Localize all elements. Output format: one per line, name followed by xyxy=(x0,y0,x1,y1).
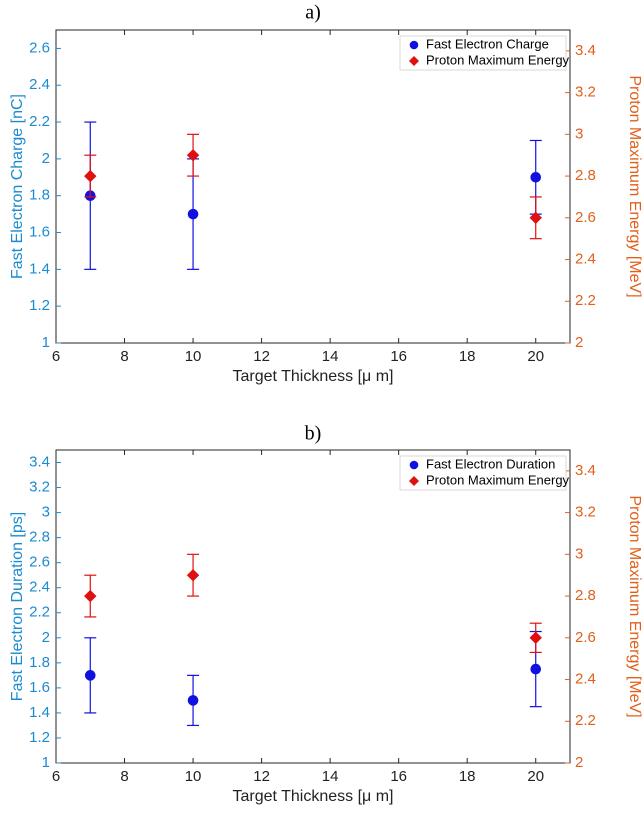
series-fast-electron xyxy=(84,121,542,270)
y-left-tick-label: 1.6 xyxy=(29,679,50,696)
x-tick-label: 16 xyxy=(390,768,407,785)
x-tick-label: 18 xyxy=(459,348,476,365)
x-tick-label: 12 xyxy=(253,348,270,365)
y-left-tick-label: 1.8 xyxy=(29,654,50,671)
y-right-tick-label: 3.4 xyxy=(575,42,596,59)
panel-label: b) xyxy=(305,423,322,445)
y-left-tick-label: 1 xyxy=(42,754,50,771)
y-right-tick-label: 2.4 xyxy=(575,671,596,688)
y-left-tick-label: 2 xyxy=(42,629,50,646)
legend-box xyxy=(399,35,567,71)
legend-marker-circle xyxy=(409,40,419,50)
legend-marker-circle xyxy=(409,460,419,470)
y-right-axis-label: Proton Maximum Energy [MeV] xyxy=(626,75,643,297)
y-right-tick-label: 3.2 xyxy=(575,84,596,101)
series-fast-electron xyxy=(84,630,542,727)
x-tick-label: 14 xyxy=(322,768,339,785)
y-left-tick-label: 1 xyxy=(42,334,50,351)
y-left-tick-label: 2.6 xyxy=(29,39,50,56)
panel-label: a) xyxy=(305,2,321,24)
legend-entry-label: Proton Maximum Energy xyxy=(426,52,570,67)
x-tick-label: 10 xyxy=(185,768,202,785)
y-left-tick-label: 1.8 xyxy=(29,187,50,204)
plot-frame xyxy=(55,449,571,764)
x-tick-label: 18 xyxy=(459,768,476,785)
data-point-circle xyxy=(187,695,199,706)
y-left-tick-label: 2.4 xyxy=(29,76,50,93)
data-point-circle xyxy=(530,663,542,675)
data-point-circle xyxy=(84,670,96,681)
x-tick-label: 12 xyxy=(253,768,270,785)
y-right-tick-label: 2.6 xyxy=(575,209,596,226)
legend-marker-diamond xyxy=(409,56,419,66)
y-left-tick-label: 3.2 xyxy=(29,479,50,496)
y-right-tick-label: 2.4 xyxy=(575,251,596,268)
x-tick-label: 20 xyxy=(527,768,544,785)
y-left-tick-label: 1.2 xyxy=(29,297,50,314)
y-left-axis-label: Fast Electron Charge [nC] xyxy=(9,94,26,279)
data-point-diamond xyxy=(529,631,542,645)
data-point-circle xyxy=(530,171,542,183)
y-left-axis-label: Fast Electron Duration [ps] xyxy=(9,512,26,701)
data-point-diamond xyxy=(84,169,97,183)
y-left-tick-label: 2.6 xyxy=(29,554,50,571)
y-right-tick-label: 2 xyxy=(575,754,583,771)
y-left-tick-label: 1.4 xyxy=(29,704,50,721)
data-point-diamond xyxy=(529,211,542,225)
y-right-tick-label: 2.6 xyxy=(575,629,596,646)
x-tick-label: 6 xyxy=(52,348,60,365)
legend-entry-label: Fast Electron Charge xyxy=(426,36,549,51)
y-left-tick-label: 1.2 xyxy=(29,729,50,746)
x-tick-label: 8 xyxy=(120,348,128,365)
plot-frame xyxy=(55,29,571,344)
y-right-tick-label: 3 xyxy=(575,545,583,562)
y-right-tick-label: 2.2 xyxy=(575,292,596,309)
y-right-tick-label: 2.8 xyxy=(575,167,596,184)
x-axis-label: Target Thickness [μ m] xyxy=(233,368,394,385)
legend-entry-label: Proton Maximum Energy xyxy=(426,472,570,487)
x-tick-label: 14 xyxy=(322,348,339,365)
y-left-tick-label: 2.2 xyxy=(29,113,50,130)
legend-box xyxy=(399,455,567,491)
y-right-tick-label: 3 xyxy=(575,125,583,142)
y-right-tick-label: 3.2 xyxy=(575,504,596,521)
x-tick-label: 20 xyxy=(527,348,544,365)
y-left-tick-label: 2.2 xyxy=(29,604,50,621)
chart-panel-1: b) 6 8 10 12 14 16 18 20 1 1.2 1.4 1.6 1.8 2 2.2 2.4 2.6 2… xyxy=(9,423,643,805)
y-right-tick-label: 2.2 xyxy=(575,712,596,729)
y-right-tick-label: 2.8 xyxy=(575,587,596,604)
y-left-tick-label: 1.4 xyxy=(29,260,50,277)
y-right-tick-label: 2 xyxy=(575,334,583,351)
x-tick-label: 8 xyxy=(120,768,128,785)
data-point-diamond xyxy=(186,148,200,162)
data-point-diamond xyxy=(186,568,200,582)
y-left-tick-label: 2 xyxy=(42,150,50,167)
x-tick-label: 10 xyxy=(185,348,202,365)
y-left-tick-label: 3 xyxy=(42,504,50,521)
x-tick-label: 16 xyxy=(390,348,407,365)
legend-entry-label: Fast Electron Duration xyxy=(426,456,555,471)
series-proton-energy xyxy=(84,133,542,240)
x-tick-label: 6 xyxy=(52,768,60,785)
y-left-tick-label: 2.4 xyxy=(29,579,50,596)
y-right-tick-label: 3.4 xyxy=(575,462,596,479)
series-proton-energy xyxy=(84,553,542,654)
data-point-diamond xyxy=(84,589,97,603)
y-left-tick-label: 1.6 xyxy=(29,223,50,240)
y-left-tick-label: 3.4 xyxy=(29,453,50,470)
legend-marker-diamond xyxy=(409,476,419,486)
chart-panel-0: a) 6 8 10 12 14 16 18 20 1 1.2 1.4 1.6 1.8 2 2.2 2.4 2.6 2… xyxy=(9,2,643,385)
x-axis-label: Target Thickness [μ m] xyxy=(233,788,394,805)
y-right-axis-label: Proton Maximum Energy [MeV] xyxy=(626,495,643,717)
y-left-tick-label: 2.8 xyxy=(29,529,50,546)
data-point-circle xyxy=(187,208,199,220)
